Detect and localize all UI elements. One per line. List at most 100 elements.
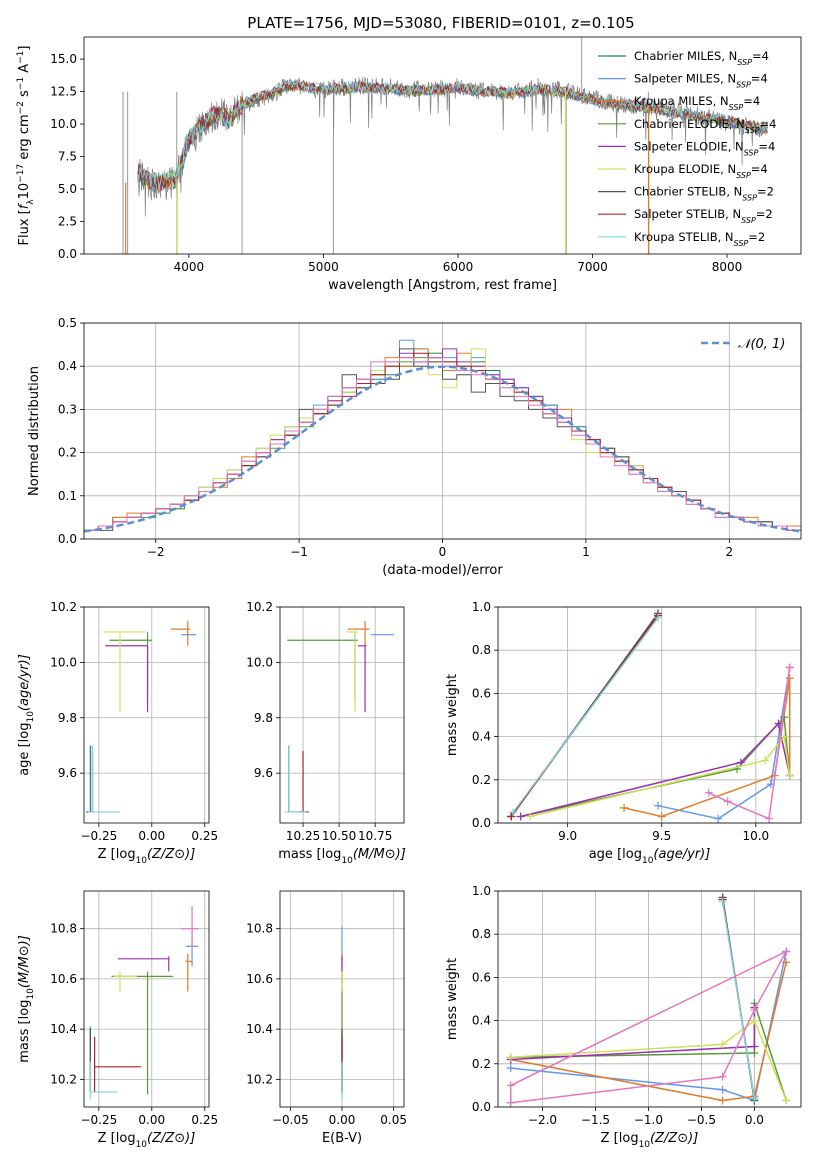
y-tick-label: 7.5 xyxy=(58,150,77,164)
weight-series-line xyxy=(623,678,791,818)
panel-mass_vs_ebv: −0.05 0.00 0.05 10.2 10.4 10.6 10.8 E(B-V) xyxy=(246,890,407,1146)
y-tick-label: 0.0 xyxy=(472,816,491,830)
weight-marker xyxy=(704,788,713,797)
y-tick-label: 0.2 xyxy=(472,1057,491,1071)
weight-series-line xyxy=(510,951,787,1102)
axes-frame xyxy=(83,322,802,540)
y-tick-label: 9.8 xyxy=(254,711,273,725)
y-tick-label: 10.4 xyxy=(50,1022,77,1036)
spectrum-legend: Chabrier MILES, NSSP=4 Salpeter MILES, NS… xyxy=(598,49,776,247)
y-tick-label: 0.4 xyxy=(472,1014,491,1028)
x-tick-label: 9.5 xyxy=(652,829,671,843)
weight-marker xyxy=(506,1098,515,1107)
panel-age_vs_Z: −0.25 0.00 0.25 9.6 9.8 10.0 10.2 Z [log10(Z/Z⊙… xyxy=(17,600,218,866)
weight-marker xyxy=(506,1081,515,1090)
weight-marker xyxy=(785,771,794,780)
y-tick-label: 0.2 xyxy=(58,446,77,460)
error-point xyxy=(103,631,146,713)
x-tick-label: 0 xyxy=(439,545,447,559)
residuals-y-label: Normed distribution xyxy=(27,366,42,496)
y-tick-label: 10.2 xyxy=(246,600,273,614)
panels: 4000 5000 6000 7000 80000.02.55.07.510.012.5… xyxy=(16,36,802,1150)
x-tick-label: −0.05 xyxy=(272,1113,309,1127)
x-tick-label: 10.0 xyxy=(742,829,769,843)
age-z-x-label: Z [log10(Z/Z⊙)] xyxy=(98,847,196,866)
axes-frame xyxy=(279,606,405,824)
error-point xyxy=(170,620,190,646)
error-point xyxy=(346,631,358,713)
error-point xyxy=(357,645,367,713)
x-tick-label: −1.5 xyxy=(581,1113,610,1127)
weight-marker xyxy=(765,814,774,823)
x-tick-label: 9.0 xyxy=(558,829,577,843)
x-tick-label: 0.00 xyxy=(138,1113,165,1127)
weight-marker xyxy=(782,958,791,967)
error-point xyxy=(117,956,170,972)
error-point xyxy=(88,745,121,813)
weight-series-line xyxy=(510,962,787,1102)
error-point xyxy=(109,631,152,699)
x-tick-label: −1.0 xyxy=(634,1113,663,1127)
plot-area xyxy=(122,37,768,254)
x-tick-label: 8000 xyxy=(712,260,743,274)
spectrum-x-label: wavelength [Angstrom, rest frame] xyxy=(328,278,557,293)
error-point xyxy=(185,953,193,992)
x-tick-label: 10.50 xyxy=(322,829,356,843)
y-tick-label: 10.0 xyxy=(246,655,273,669)
weight-y-label: mass weight xyxy=(445,958,460,1040)
x-tick-label: −2.0 xyxy=(528,1113,557,1127)
error-point xyxy=(284,745,306,813)
y-tick-label: 1.0 xyxy=(472,600,491,614)
weight-marker xyxy=(774,719,783,728)
y-tick-label: 10.4 xyxy=(246,1022,273,1036)
error-point xyxy=(105,645,149,713)
panel-weight_vs_age: 9.0 9.5 10.0 0.0 0.2 0.4 0.6 0.8 1.0 mass weight a… xyxy=(445,600,802,866)
x-tick-label: 10.25 xyxy=(286,829,320,843)
age-z-y-label: age [log10(age/yr)] xyxy=(17,654,36,776)
x-tick-label: −0.25 xyxy=(80,1113,117,1127)
y-tick-label: 0.5 xyxy=(58,316,77,330)
legend-label: Salpeter STELIB, NSSP=2 xyxy=(634,207,773,225)
y-tick-label: 10.2 xyxy=(50,1072,77,1086)
y-tick-label: 10.2 xyxy=(246,1072,273,1086)
plot-area xyxy=(84,339,801,539)
legend-label: Kroupa MILES, NSSP=4 xyxy=(634,94,760,112)
weight-series-line xyxy=(510,1007,756,1061)
histogram-series xyxy=(84,357,801,539)
weight-marker xyxy=(780,732,789,741)
weight-series-line xyxy=(657,667,791,820)
weight-marker xyxy=(733,765,742,773)
y-tick-label: 15.0 xyxy=(50,52,77,66)
x-tick-label: 0.05 xyxy=(380,1113,407,1127)
x-tick-label: 0.0 xyxy=(745,1113,764,1127)
x-tick-label: −0.25 xyxy=(80,829,117,843)
y-tick-label: 0.6 xyxy=(472,970,491,984)
panel-spectrum: 4000 5000 6000 7000 8000 0.0 2.5 5.0 7.5 10.0 12.5… xyxy=(16,36,802,293)
weight-marker xyxy=(620,803,629,812)
weight-marker xyxy=(750,1005,759,1014)
y-tick-label: 10.8 xyxy=(246,922,273,936)
error-point xyxy=(89,1061,118,1100)
y-tick-label: 10.8 xyxy=(50,922,77,936)
weight-marker xyxy=(516,812,525,821)
weight-series-line xyxy=(708,667,791,820)
y-tick-label: 0.6 xyxy=(472,686,491,700)
y-tick-label: 10.6 xyxy=(50,972,77,986)
y-tick-label: 0.4 xyxy=(472,730,491,744)
weight-marker xyxy=(506,1053,515,1062)
weight-marker xyxy=(723,797,732,806)
x-tick-label: 0.25 xyxy=(191,829,218,843)
error-point xyxy=(347,620,370,646)
y-tick-label: 2.5 xyxy=(58,215,77,229)
plot-area xyxy=(506,893,791,1107)
axes-frame xyxy=(83,890,210,1108)
weight-marker xyxy=(780,713,789,722)
x-tick-label: 1 xyxy=(582,545,590,559)
weight-series-line xyxy=(512,617,659,813)
x-tick-label: 4000 xyxy=(174,260,205,274)
error-point xyxy=(298,751,304,813)
error-point xyxy=(111,971,173,1095)
x-tick-label: 6000 xyxy=(443,260,474,274)
x-tick-label: 2 xyxy=(725,545,733,559)
legend-label: Salpeter MILES, NSSP=4 xyxy=(634,72,768,90)
